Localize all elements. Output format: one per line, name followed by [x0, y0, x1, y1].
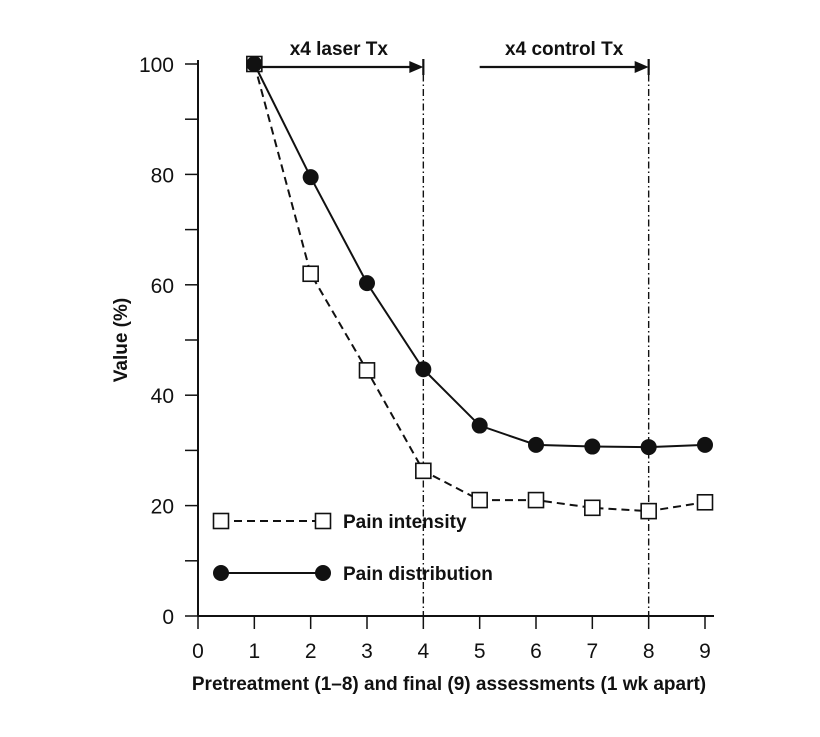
- control-tx-label: x4 control Tx: [505, 39, 624, 60]
- x-tick-label: 3: [361, 640, 373, 663]
- pain-distribution-point: [697, 436, 713, 453]
- treatment-arrowhead: [409, 61, 424, 73]
- pain-distribution-point: [415, 361, 432, 378]
- x-tick-label: 0: [192, 640, 204, 663]
- pain-distribution-point: [640, 439, 657, 456]
- y-tick-label: 100: [139, 54, 174, 77]
- legend-intensity-label: Pain intensity: [343, 512, 467, 533]
- legend-distribution-marker-right: [315, 565, 331, 581]
- pain-distribution-point: [246, 56, 263, 72]
- y-tick-label: 40: [151, 385, 174, 408]
- pain-intensity-point: [584, 499, 601, 517]
- legend-intensity-marker-left: [212, 512, 230, 530]
- pain-intensity-point: [302, 265, 319, 283]
- y-tick-label: 80: [151, 164, 174, 187]
- pain-intensity-point: [358, 362, 376, 379]
- pain-intensity-line: [253, 63, 706, 513]
- x-axis-title: Pretreatment (1–8) and final (9) assessm…: [192, 674, 706, 695]
- x-tick-label: 1: [248, 640, 260, 663]
- treatment-arrowhead: [634, 61, 649, 73]
- pain-distribution-point: [528, 436, 544, 453]
- legend-distribution-marker-left: [213, 565, 229, 581]
- pain-distribution-point: [584, 438, 601, 455]
- pain-distribution-line: [253, 63, 706, 449]
- x-tick-label: 2: [305, 640, 317, 663]
- pain-intensity-point: [640, 502, 657, 520]
- pain-distribution-point: [359, 275, 375, 292]
- pain-intensity-point: [415, 462, 432, 480]
- y-tick-label: 60: [151, 275, 174, 298]
- pain-intensity-point: [527, 491, 545, 509]
- legend-intensity-marker-right: [314, 512, 332, 530]
- x-tick-label: 9: [699, 640, 711, 663]
- pain-distribution-point: [302, 169, 319, 186]
- pain-distribution-point: [471, 417, 488, 434]
- x-tick-label: 8: [643, 640, 655, 663]
- pain-intensity-point: [696, 493, 714, 511]
- y-tick-label: 20: [151, 496, 174, 519]
- y-axis-title: Value (%): [111, 298, 132, 382]
- x-tick-label: 6: [530, 640, 542, 663]
- x-tick-label: 7: [586, 640, 598, 663]
- pain-intensity-point: [471, 491, 488, 509]
- laser-tx-label: x4 laser Tx: [290, 39, 389, 60]
- legend-distribution-label: Pain distribution: [343, 564, 493, 585]
- x-tick-label: 4: [417, 640, 429, 663]
- y-tick-label: 0: [162, 606, 174, 629]
- x-tick-label: 5: [474, 640, 486, 663]
